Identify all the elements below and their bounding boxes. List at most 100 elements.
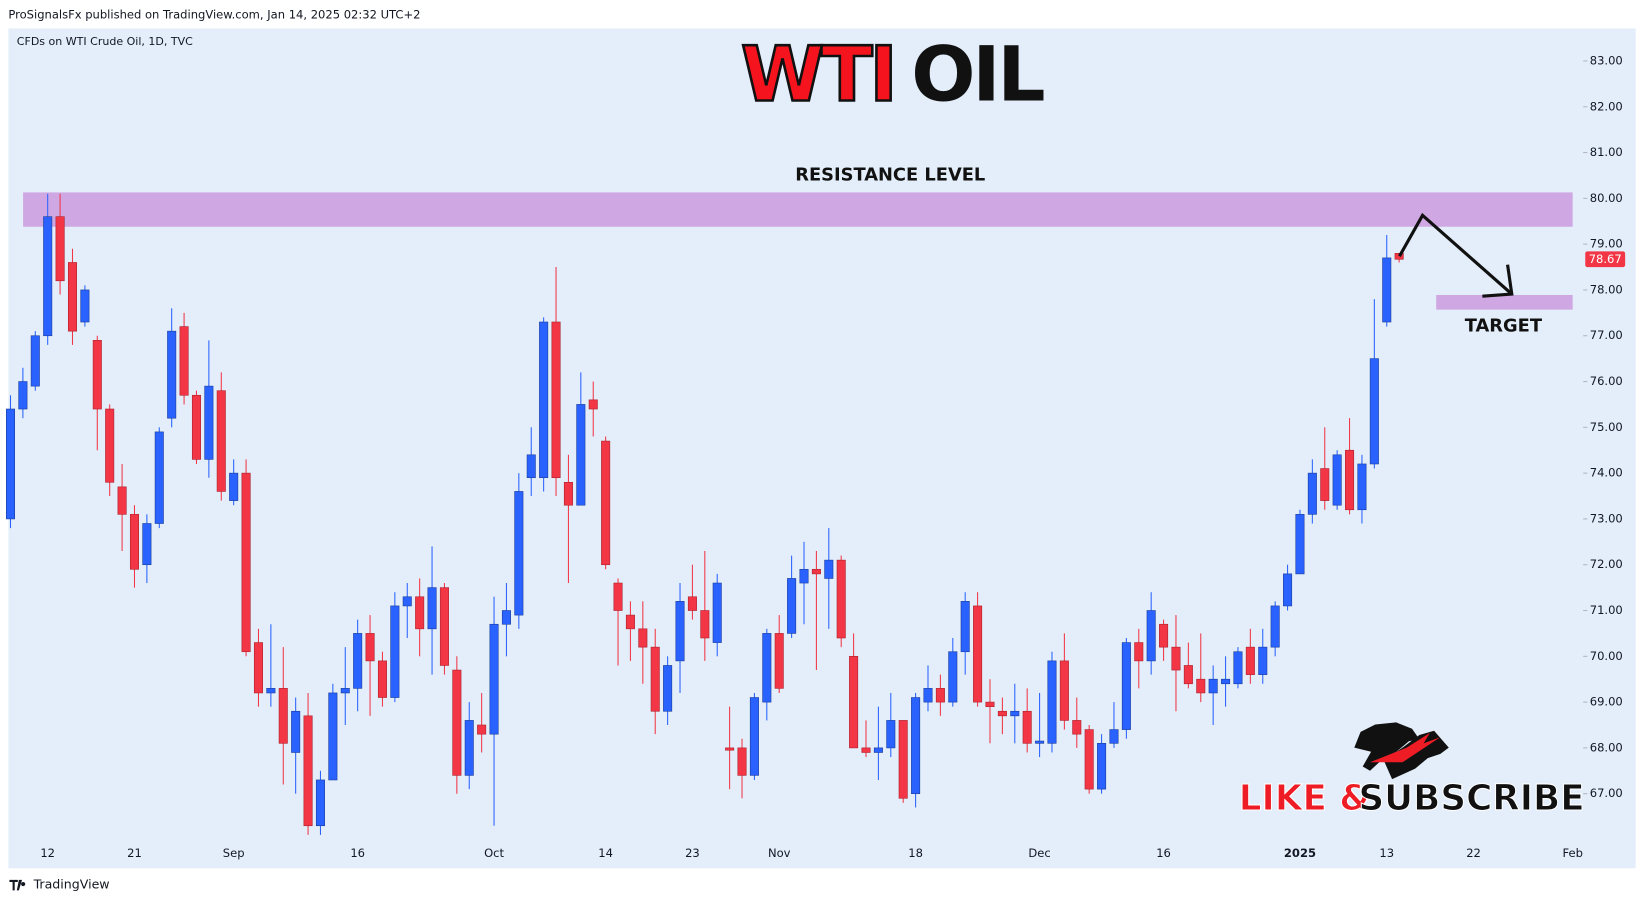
candle-body xyxy=(700,610,710,639)
candle-body xyxy=(30,335,40,387)
zones xyxy=(23,192,1573,310)
candle-body xyxy=(1121,642,1131,730)
candle-body xyxy=(1357,463,1367,511)
candle-body xyxy=(1109,729,1119,744)
candle-body xyxy=(415,596,425,630)
candle-body xyxy=(43,216,53,337)
candle-body xyxy=(985,701,995,707)
candle-body xyxy=(489,623,499,735)
zone xyxy=(23,192,1573,227)
y-tick-label: 69.00 xyxy=(1590,695,1623,709)
candle-body xyxy=(1233,651,1243,685)
candle-body xyxy=(167,330,177,419)
candle-body xyxy=(849,655,859,749)
candle-body xyxy=(737,747,747,776)
x-tick-label: Sep xyxy=(223,846,245,860)
candle-body xyxy=(1035,740,1045,744)
candle-body xyxy=(80,289,90,323)
candle-body xyxy=(1022,710,1032,744)
y-tick-label: 83.00 xyxy=(1590,53,1623,67)
cta: SUBSCRIBE xyxy=(1358,778,1584,819)
candle-body xyxy=(1072,720,1082,735)
candle-body xyxy=(353,633,363,689)
candle-body xyxy=(1097,743,1107,790)
x-tick-label: Nov xyxy=(768,846,791,860)
candle-body xyxy=(278,688,288,744)
candle-body xyxy=(377,660,387,698)
candle-body xyxy=(129,514,139,570)
x-tick-label: 23 xyxy=(685,846,700,860)
candle-body xyxy=(477,724,487,735)
candle-body xyxy=(1159,623,1169,648)
y-tick-label: 78.00 xyxy=(1590,282,1623,296)
candle-body xyxy=(1320,468,1330,501)
candle-body xyxy=(650,646,660,712)
candle-body xyxy=(613,582,623,611)
zone xyxy=(1436,294,1573,310)
candle-body xyxy=(390,605,400,698)
candle-body xyxy=(811,568,821,575)
candle-body xyxy=(1270,605,1280,648)
candle-body xyxy=(55,216,65,282)
candle-body xyxy=(1332,454,1342,506)
candle-body xyxy=(563,481,573,506)
footer: TradingView xyxy=(33,877,110,892)
candle-body xyxy=(687,596,697,611)
y-tick-label: 68.00 xyxy=(1590,740,1623,754)
candle-body xyxy=(601,440,611,566)
candle-body xyxy=(588,399,598,410)
header: ProSignalsFx published on TradingView.co… xyxy=(8,7,420,21)
title-part: WTI xyxy=(741,30,895,118)
candle-body xyxy=(675,601,685,662)
symbol: CFDs on WTI Crude Oil, 1D, TVC xyxy=(17,35,193,48)
candle-body xyxy=(67,262,78,332)
x-tick-label: Oct xyxy=(484,846,504,860)
candle-body xyxy=(402,596,412,607)
candle-body xyxy=(911,697,921,795)
x-tick-label: 12 xyxy=(40,846,55,860)
candle-body xyxy=(427,587,437,630)
candle-body xyxy=(824,559,834,579)
y-tick-label: 79.00 xyxy=(1590,237,1623,251)
candle-body xyxy=(105,408,115,483)
x-tick-label: Dec xyxy=(1028,846,1050,860)
candle-body xyxy=(638,628,648,648)
candle-body xyxy=(539,321,549,479)
candle-body xyxy=(18,381,28,410)
candle-body xyxy=(241,472,251,653)
candle-body xyxy=(973,605,983,703)
candle-body xyxy=(365,633,375,662)
candle-body xyxy=(142,523,152,566)
y-tick-label: 77.00 xyxy=(1590,328,1623,342)
candle-body xyxy=(576,404,586,506)
candle-body xyxy=(997,710,1007,717)
candle-body xyxy=(340,688,350,694)
candle-body xyxy=(439,587,449,666)
candle-body xyxy=(5,408,16,520)
candle-body xyxy=(861,747,871,753)
candle-body xyxy=(1382,257,1392,323)
candles xyxy=(5,193,1404,835)
candle-body xyxy=(749,697,759,776)
candle-body xyxy=(179,326,189,396)
x-tick-label: 22 xyxy=(1466,846,1481,860)
x-tick-label: Feb xyxy=(1563,846,1583,860)
candle-body xyxy=(154,431,164,524)
candle-body xyxy=(117,486,127,515)
candle-body xyxy=(1196,678,1206,694)
footer-logo xyxy=(9,879,26,891)
candle-body xyxy=(1221,678,1231,685)
candle-body xyxy=(1295,514,1305,575)
candle-body xyxy=(886,720,896,749)
candle-body xyxy=(1146,610,1156,662)
candle-body xyxy=(303,715,313,827)
candle-body xyxy=(663,665,673,712)
x-tick-label: 18 xyxy=(908,846,923,860)
candle-body xyxy=(1307,472,1317,515)
candle-body xyxy=(774,633,784,689)
candle-body xyxy=(216,390,226,492)
title-part: OIL xyxy=(911,30,1044,118)
candle-body xyxy=(266,688,276,694)
candle-body xyxy=(787,578,797,634)
